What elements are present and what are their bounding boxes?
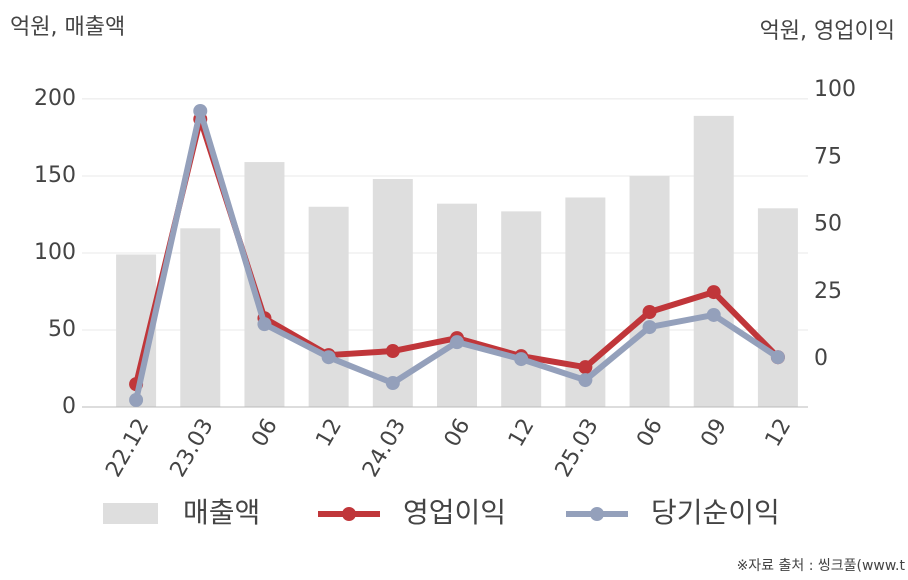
legend-swatch [103, 503, 158, 524]
y2-tick-label: 50 [814, 212, 842, 237]
bar [629, 175, 670, 407]
y-tick-label: 100 [34, 240, 76, 265]
point [514, 352, 529, 367]
x-tick-label: 09 [696, 415, 732, 452]
bar [437, 203, 477, 407]
point [385, 376, 400, 391]
legend-swatch [590, 507, 604, 521]
x-tick-label: 06 [632, 415, 668, 452]
bar [693, 115, 734, 407]
x-tick-label: 06 [440, 415, 476, 452]
legend-label: 매출액 [183, 496, 260, 529]
bar [757, 208, 798, 407]
point [257, 317, 272, 332]
y-tick-label: 200 [34, 86, 76, 111]
point [642, 305, 657, 320]
bar [372, 179, 413, 407]
point [578, 373, 593, 388]
y2-tick-label: 100 [814, 77, 856, 102]
x-tick-label: 23.03 [166, 415, 219, 482]
source: ※자료 출처 : 씽크풀(www.t [737, 558, 906, 574]
x-tick-label: 12 [504, 415, 540, 452]
point [450, 335, 464, 350]
point [642, 320, 657, 335]
bar [501, 211, 542, 407]
y2-tick-label: 25 [814, 279, 842, 304]
y-tick-label: 50 [48, 317, 76, 342]
x-tick-label: 24.03 [358, 415, 411, 482]
point [321, 350, 336, 365]
point [129, 393, 144, 408]
point [770, 350, 785, 365]
x-tick-label: 06 [247, 415, 283, 452]
x-tick-label: 12 [761, 415, 797, 452]
left-axis-title: 억원, 매출액 [10, 15, 125, 40]
point [193, 103, 208, 118]
legend-label: 영업이익 [403, 496, 506, 529]
point [385, 344, 400, 359]
x-tick-label: 12 [311, 415, 347, 452]
bar [308, 206, 349, 407]
point [578, 360, 593, 375]
y2-tick-label: 0 [814, 346, 828, 371]
x-tick-label: 22.12 [101, 415, 154, 482]
y-tick-label: 150 [34, 163, 76, 188]
bar [180, 228, 221, 407]
legend-swatch [342, 507, 356, 521]
point [706, 285, 721, 300]
x-tick-label: 25.03 [551, 415, 604, 482]
right-axis-title: 억원, 영업이익 [760, 19, 895, 44]
legend-label: 당기순이익 [651, 496, 780, 529]
point [706, 307, 721, 322]
y2-tick-label: 75 [814, 144, 842, 169]
y-tick-label: 0 [62, 394, 76, 419]
